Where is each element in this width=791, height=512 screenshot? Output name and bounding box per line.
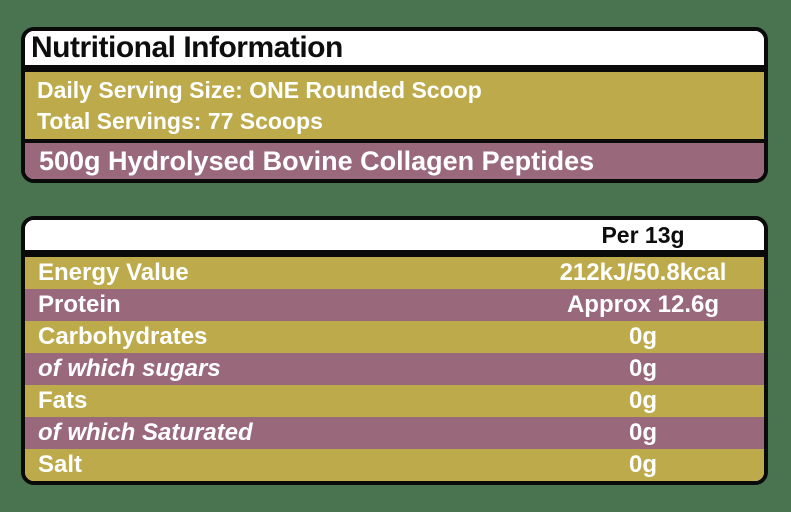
row-label: Energy Value <box>38 259 189 286</box>
table-row: of which Saturated 0g <box>25 417 764 449</box>
row-value: 0g <box>628 387 657 414</box>
row-value: 0g <box>628 419 657 446</box>
table-row: Protein Approx 12.6g <box>25 289 764 321</box>
table-row: of which sugars 0g <box>25 353 764 385</box>
row-label: of which Saturated <box>38 419 253 446</box>
row-value: Approx 12.6g <box>566 291 720 318</box>
total-servings-line: Total Servings: 77 Scoops <box>37 108 323 134</box>
serving-size-line: Daily Serving Size: ONE Rounded Scoop <box>37 77 482 103</box>
nutrition-table-card: Per 13g Energy Value 212kJ/50.8kcal Protei… <box>21 216 768 485</box>
table-row: Fats 0g <box>25 385 764 417</box>
label-title: Nutritional Information <box>25 31 764 72</box>
row-value: 0g <box>628 323 657 350</box>
row-label: Salt <box>38 451 83 478</box>
table-header-row: Per 13g <box>25 220 764 257</box>
table-row: Carbohydrates 0g <box>25 321 764 353</box>
header-card: Nutritional Information Daily Serving Si… <box>21 27 768 183</box>
row-value: 212kJ/50.8kcal <box>559 259 727 286</box>
row-label: Protein <box>38 291 121 318</box>
row-label: Fats <box>38 387 88 414</box>
row-label: of which sugars <box>38 355 221 382</box>
table-row: Salt 0g <box>25 449 764 481</box>
column-header-per-13g: Per 13g <box>601 222 685 248</box>
product-contents-line: 500g Hydrolysed Bovine Collagen Peptides <box>25 143 764 179</box>
table-body: Energy Value 212kJ/50.8kcal Protein Approx … <box>25 257 764 481</box>
table-row: Energy Value 212kJ/50.8kcal <box>25 257 764 289</box>
row-label: Carbohydrates <box>38 323 208 350</box>
table-header-spacer <box>25 220 522 250</box>
serving-info-band: Daily Serving Size: ONE Rounded Scoop To… <box>25 72 764 143</box>
row-value: 0g <box>628 355 657 382</box>
row-value: 0g <box>628 451 657 478</box>
